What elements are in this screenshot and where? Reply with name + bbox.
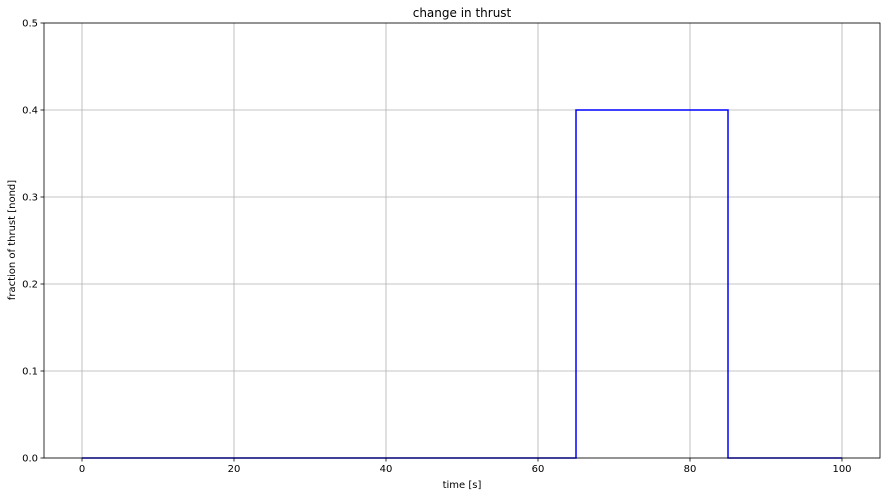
x-axis-label: time [s]: [443, 480, 482, 491]
x-tick-label: 100: [832, 464, 851, 475]
x-tick-label: 60: [532, 464, 545, 475]
y-tick-label: 0.5: [22, 19, 38, 30]
y-tick-label: 0.1: [22, 367, 38, 378]
y-tick-label: 0.3: [22, 193, 38, 204]
x-tick-label: 80: [684, 464, 697, 475]
x-ticks: 0 20 40 60 80 100: [79, 458, 852, 475]
x-tick-label: 20: [228, 464, 241, 475]
y-tick-label: 0.0: [22, 454, 38, 465]
y-ticks: 0.0 0.1 0.2 0.3 0.4 0.5: [22, 19, 44, 465]
plot-background: [44, 23, 880, 458]
y-tick-label: 0.4: [22, 106, 38, 117]
y-tick-label: 0.2: [22, 280, 38, 291]
chart-title: change in thrust: [413, 6, 512, 20]
x-tick-label: 0: [79, 464, 85, 475]
plot-frame: [43, 22, 881, 459]
y-axis-label: fraction of thrust [nond]: [7, 180, 18, 300]
x-tick-label: 40: [380, 464, 393, 475]
